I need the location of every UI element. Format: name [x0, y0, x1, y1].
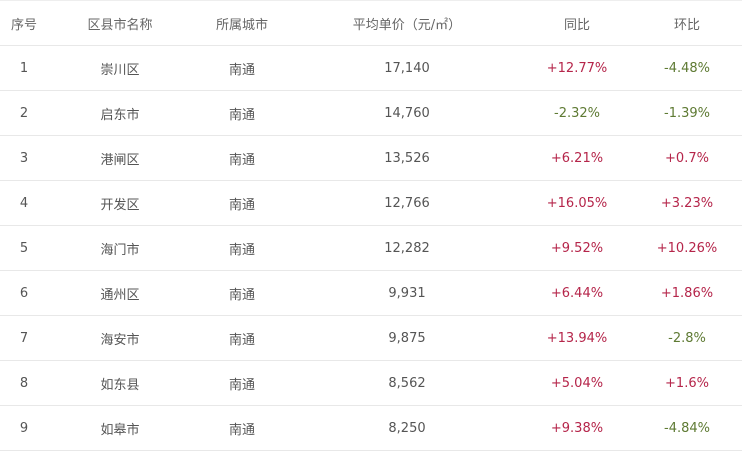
cell-index: 2 [0, 90, 48, 136]
cell-index: 7 [0, 315, 48, 361]
cell-district: 开发区 [48, 180, 192, 226]
table-row: 1 崇川区 南通 17,140 +12.77% -4.48% [0, 45, 742, 91]
cell-avg-price: 17,140 [292, 45, 522, 91]
cell-district: 如东县 [48, 360, 192, 406]
cell-yoy: +5.04% [522, 360, 632, 406]
cell-city: 南通 [192, 135, 292, 181]
header-mom: 环比 [632, 0, 742, 46]
cell-avg-price: 14,760 [292, 90, 522, 136]
cell-mom: -1.39% [632, 90, 742, 136]
cell-mom: -4.84% [632, 405, 742, 451]
cell-yoy: +9.52% [522, 225, 632, 271]
cell-city: 南通 [192, 270, 292, 316]
cell-avg-price: 13,526 [292, 135, 522, 181]
cell-avg-price: 9,875 [292, 315, 522, 361]
cell-yoy: +12.77% [522, 45, 632, 91]
table-row: 2 启东市 南通 14,760 -2.32% -1.39% [0, 90, 742, 136]
cell-yoy: +9.38% [522, 405, 632, 451]
cell-city: 南通 [192, 405, 292, 451]
cell-yoy: +16.05% [522, 180, 632, 226]
cell-index: 9 [0, 405, 48, 451]
cell-mom: +3.23% [632, 180, 742, 226]
cell-district: 通州区 [48, 270, 192, 316]
table-row: 3 港闸区 南通 13,526 +6.21% +0.7% [0, 135, 742, 181]
table-row: 7 海安市 南通 9,875 +13.94% -2.8% [0, 315, 742, 361]
cell-avg-price: 9,931 [292, 270, 522, 316]
table-row: 8 如东县 南通 8,562 +5.04% +1.6% [0, 360, 742, 406]
cell-yoy: +6.44% [522, 270, 632, 316]
cell-index: 6 [0, 270, 48, 316]
cell-index: 5 [0, 225, 48, 271]
cell-mom: +1.86% [632, 270, 742, 316]
cell-index: 3 [0, 135, 48, 181]
cell-city: 南通 [192, 180, 292, 226]
cell-yoy: +6.21% [522, 135, 632, 181]
price-table: 序号 区县市名称 所属城市 平均单价（元/㎡） 同比 环比 1 崇川区 南通 17,140 +12… [0, 0, 742, 451]
cell-city: 南通 [192, 45, 292, 91]
cell-district: 海安市 [48, 315, 192, 361]
cell-mom: +0.7% [632, 135, 742, 181]
header-avg-price: 平均单价（元/㎡） [292, 0, 522, 46]
cell-district: 崇川区 [48, 45, 192, 91]
cell-city: 南通 [192, 315, 292, 361]
cell-index: 8 [0, 360, 48, 406]
cell-mom: +1.6% [632, 360, 742, 406]
cell-index: 4 [0, 180, 48, 226]
header-row: 序号 区县市名称 所属城市 平均单价（元/㎡） 同比 环比 [0, 0, 742, 46]
cell-district: 港闸区 [48, 135, 192, 181]
cell-city: 南通 [192, 360, 292, 406]
cell-mom: -4.48% [632, 45, 742, 91]
cell-district: 如皋市 [48, 405, 192, 451]
cell-avg-price: 8,250 [292, 405, 522, 451]
cell-index: 1 [0, 45, 48, 91]
cell-district: 启东市 [48, 90, 192, 136]
cell-avg-price: 8,562 [292, 360, 522, 406]
cell-mom: +10.26% [632, 225, 742, 271]
cell-yoy: +13.94% [522, 315, 632, 361]
table-row: 6 通州区 南通 9,931 +6.44% +1.86% [0, 270, 742, 316]
cell-mom: -2.8% [632, 315, 742, 361]
table-row: 5 海门市 南通 12,282 +9.52% +10.26% [0, 225, 742, 271]
cell-avg-price: 12,282 [292, 225, 522, 271]
cell-yoy: -2.32% [522, 90, 632, 136]
header-yoy: 同比 [522, 0, 632, 46]
cell-city: 南通 [192, 90, 292, 136]
table-row: 4 开发区 南通 12,766 +16.05% +3.23% [0, 180, 742, 226]
cell-district: 海门市 [48, 225, 192, 271]
cell-avg-price: 12,766 [292, 180, 522, 226]
header-index: 序号 [0, 0, 48, 46]
cell-city: 南通 [192, 225, 292, 271]
header-city: 所属城市 [192, 0, 292, 46]
table-row: 9 如皋市 南通 8,250 +9.38% -4.84% [0, 405, 742, 451]
header-district: 区县市名称 [48, 0, 192, 46]
